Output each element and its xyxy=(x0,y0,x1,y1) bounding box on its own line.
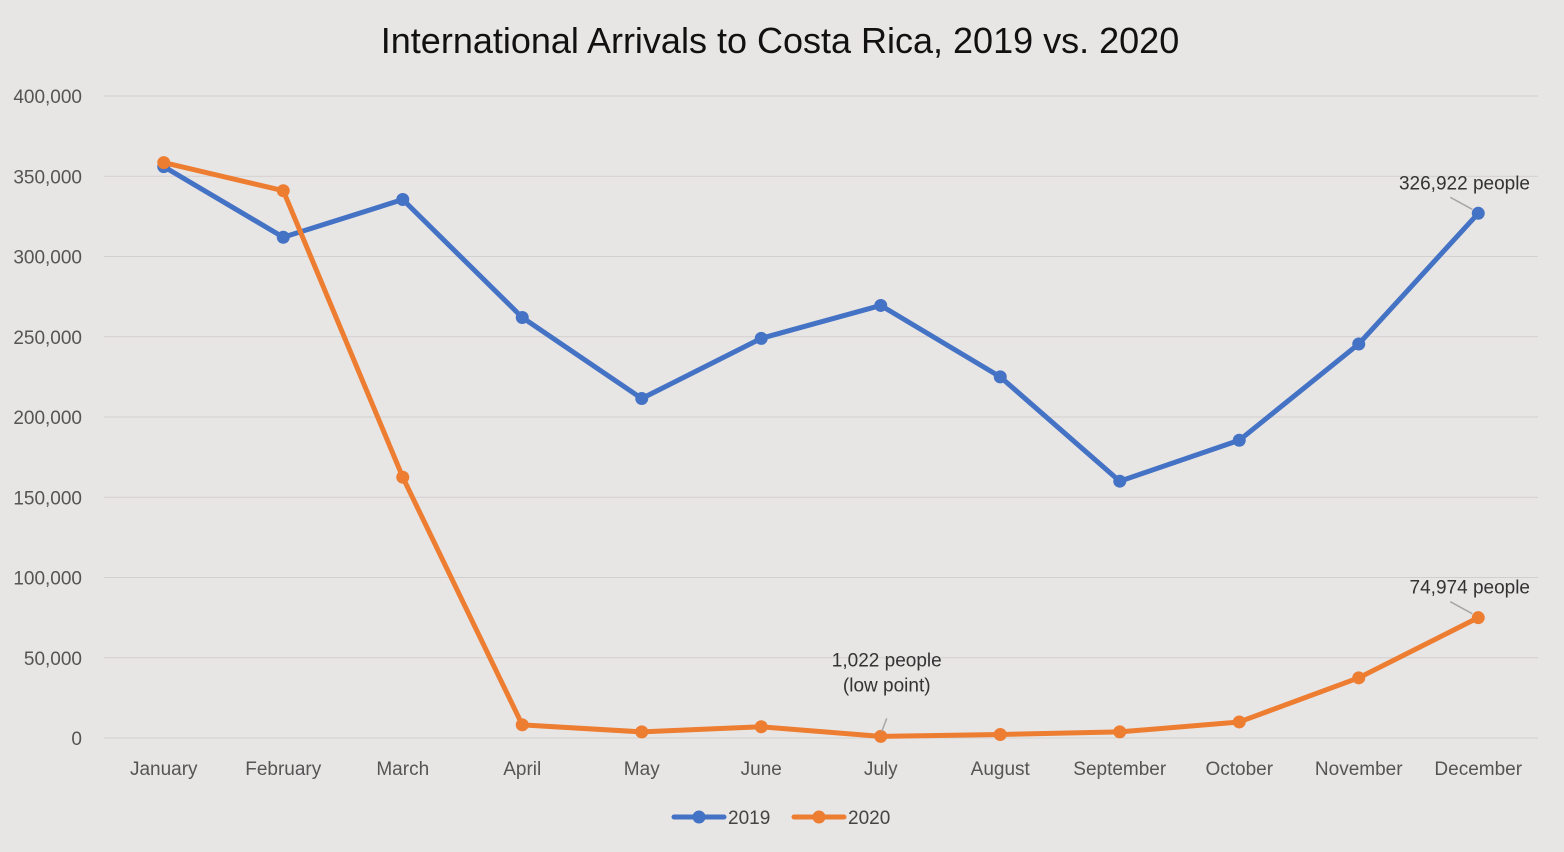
x-tick-label-april: April xyxy=(503,759,541,780)
point-2019-may xyxy=(635,392,649,406)
legend-label-2020: 2020 xyxy=(848,808,890,829)
series-line-2019 xyxy=(161,164,1481,484)
point-2020-october xyxy=(1232,715,1246,729)
point-2020-december xyxy=(1471,611,1485,625)
x-tick-label-august: August xyxy=(971,759,1031,780)
point-2020-june xyxy=(754,720,768,734)
y-tick-label-250000: 250,000 xyxy=(13,328,82,349)
x-tick-label-december: December xyxy=(1434,759,1522,780)
x-tick-label-march: March xyxy=(376,759,429,780)
x-tick-label-january: January xyxy=(130,759,198,780)
series-line-2020 xyxy=(161,160,1481,739)
annotations: 326,922 people 74,974 people 1,022 people (… xyxy=(832,173,1530,732)
point-2019-june xyxy=(754,331,768,345)
point-2019-august xyxy=(993,370,1007,384)
y-tick-label-50000: 50,000 xyxy=(24,649,82,670)
point-2019-september xyxy=(1113,474,1127,488)
point-2019-march xyxy=(396,193,410,207)
y-tick-label-200000: 200,000 xyxy=(13,408,82,429)
y-tick-label-350000: 350,000 xyxy=(13,167,82,188)
x-tick-label-november: November xyxy=(1315,759,1403,780)
y-tick-label-300000: 300,000 xyxy=(13,248,82,269)
y-tick-label-150000: 150,000 xyxy=(13,488,82,509)
y-tick-label-400000: 400,000 xyxy=(13,87,82,108)
point-2019-december xyxy=(1471,206,1485,220)
x-tick-label-may: May xyxy=(624,759,660,780)
point-2019-july xyxy=(874,298,888,312)
y-tick-label-100000: 100,000 xyxy=(13,569,82,590)
annotation-2020-december-leader xyxy=(1449,601,1473,615)
annotation-2020-july-line-1: 1,022 people xyxy=(832,650,942,671)
gridlines xyxy=(104,95,1538,739)
x-tick-label-june: June xyxy=(741,759,782,780)
x-tick-label-september: September xyxy=(1073,759,1167,780)
legend-marker-2020 xyxy=(812,810,826,824)
x-tick-label-february: February xyxy=(245,759,322,780)
point-2020-march xyxy=(396,470,410,484)
point-2020-april xyxy=(515,718,529,732)
point-2020-november xyxy=(1352,671,1366,685)
series-group xyxy=(157,156,1485,743)
point-2019-february xyxy=(276,230,290,244)
annotation-2020-july-line-2: (low point) xyxy=(843,675,931,696)
legend: 2019 2020 xyxy=(671,808,890,829)
point-2019-november xyxy=(1352,337,1366,351)
point-2020-july xyxy=(874,729,888,743)
point-2019-october xyxy=(1232,433,1246,447)
point-2020-september xyxy=(1113,725,1127,739)
annotation-2020-july-leader xyxy=(881,718,888,732)
x-axis: January February March April May June July Augu… xyxy=(130,759,1523,780)
point-2020-may xyxy=(635,725,649,739)
point-2020-august xyxy=(993,727,1007,741)
y-axis: 0 50,000 100,000 150,000 200,000 250,000 300,0… xyxy=(13,87,82,750)
annotation-2019-december-line-1: 326,922 people xyxy=(1399,173,1530,194)
annotation-2020-december-line-1: 74,974 people xyxy=(1410,578,1530,599)
point-2020-january xyxy=(157,156,171,170)
point-2019-april xyxy=(515,310,529,324)
point-2020-february xyxy=(276,184,290,198)
y-tick-label-0: 0 xyxy=(71,729,82,750)
chart-title: International Arrivals to Costa Rica, 20… xyxy=(381,20,1179,61)
legend-marker-2019 xyxy=(692,810,706,824)
legend-label-2019: 2019 xyxy=(728,808,770,829)
annotation-2019-december-leader xyxy=(1449,196,1473,210)
x-tick-label-july: July xyxy=(864,759,898,780)
x-tick-label-october: October xyxy=(1205,759,1273,780)
